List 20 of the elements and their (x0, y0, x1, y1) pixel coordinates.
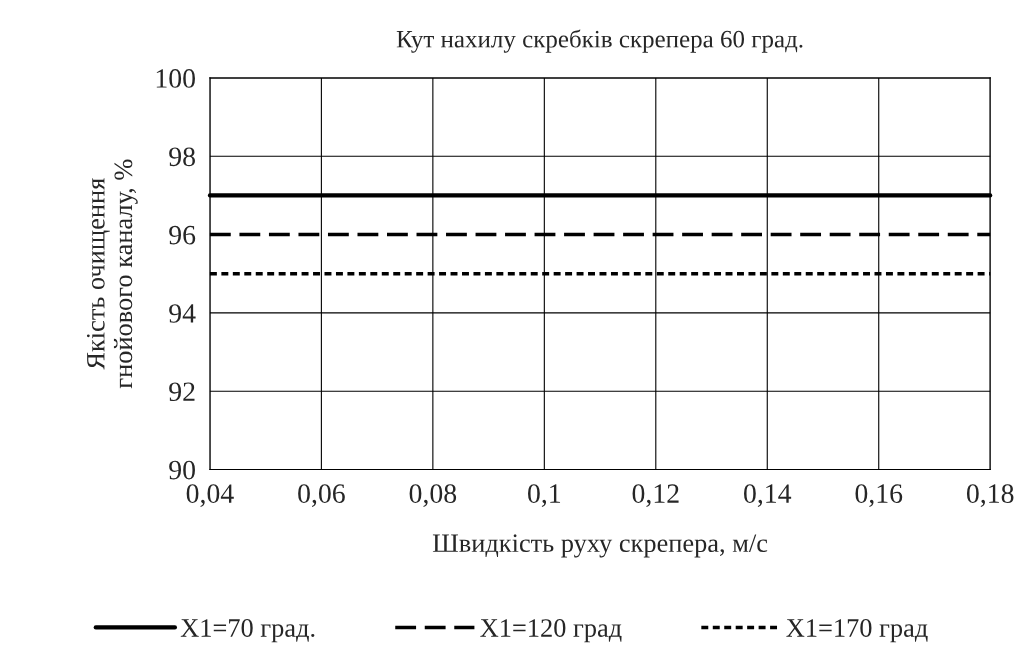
x-tick-label: 0,1 (528, 484, 561, 507)
legend-label: X1=170 град (786, 619, 928, 643)
legend-label: X1=120 град (480, 619, 622, 643)
y-tick-label: 98 (169, 147, 195, 167)
x-tick-label: 0,18 (966, 484, 1014, 507)
x-tick-label: 0,12 (632, 484, 679, 507)
x-tick-label: 0,06 (298, 484, 345, 507)
x-axis-title: Швидкість руху скрепера, м/с (432, 534, 768, 558)
y-tick-label: 100 (156, 69, 195, 88)
y-tick-label: 94 (169, 304, 196, 323)
x-tick-label: 0,08 (409, 484, 457, 507)
y-tick-label: 96 (169, 225, 196, 245)
x-tick-label: 0,04 (186, 484, 234, 507)
y-axis-title: Якість очищення гнойового каналу, % (86, 159, 138, 389)
x-tick-label: 0,16 (855, 484, 903, 507)
x-tick-label: 0,14 (744, 484, 792, 507)
chart-title: Кут нахилу скребків скрепера 60 град. (396, 29, 803, 53)
y-tick-label: 90 (169, 460, 195, 480)
y-tick-label: 92 (169, 382, 195, 402)
legend-label: X1=70 град. (180, 619, 315, 643)
